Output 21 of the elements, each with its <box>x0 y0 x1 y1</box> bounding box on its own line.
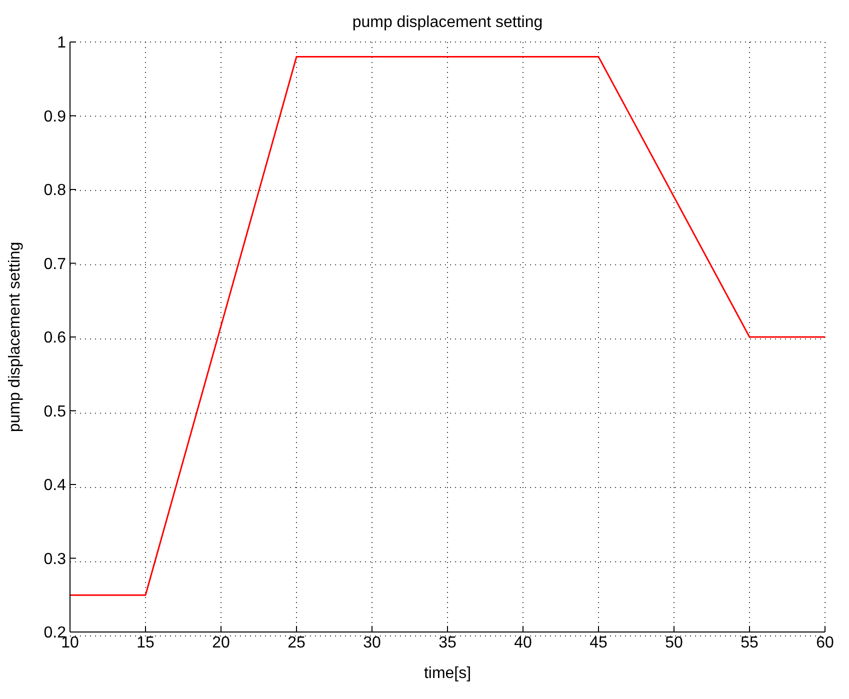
x-tick-label: 55 <box>740 634 758 652</box>
x-tick-label: 60 <box>816 634 834 652</box>
y-axis-title: pump displacement setting <box>6 242 24 432</box>
x-tick-label: 45 <box>590 634 608 652</box>
x-tick-label: 25 <box>288 634 306 652</box>
x-tick-label: 30 <box>363 634 381 652</box>
y-tick-label: 0.9 <box>44 108 66 126</box>
x-tick-label: 40 <box>514 634 532 652</box>
y-tick-label: 0.8 <box>44 182 66 200</box>
chart-title: pump displacement setting <box>351 14 544 32</box>
x-tick-label: 15 <box>136 634 154 652</box>
y-tick-label: 0.6 <box>44 330 66 347</box>
y-tick-label: 0.4 <box>44 477 66 494</box>
x-tick-label: 50 <box>665 634 683 652</box>
x-tick-label: 35 <box>438 634 456 652</box>
x-tick-label: 20 <box>212 634 230 652</box>
x-axis-title: time[s] <box>424 665 472 682</box>
y-tick-label: 0.5 <box>44 403 66 420</box>
y-tick-label: 0.7 <box>44 256 66 273</box>
y-tick-label: 1 <box>57 34 66 52</box>
y-tick-label: 0.3 <box>44 550 66 568</box>
